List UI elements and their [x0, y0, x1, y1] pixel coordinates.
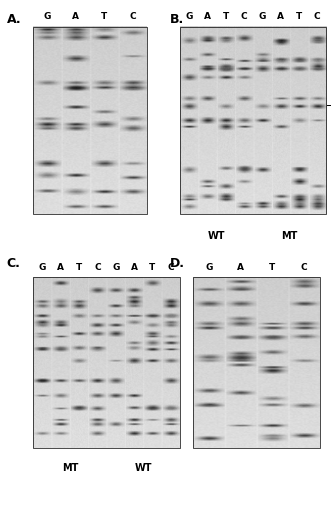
- Text: T: T: [222, 12, 229, 21]
- Bar: [33, 277, 180, 448]
- Text: A: A: [204, 12, 211, 21]
- Text: WT: WT: [208, 231, 225, 241]
- Text: C: C: [94, 263, 101, 272]
- Bar: [33, 26, 147, 214]
- Bar: [180, 26, 326, 214]
- Text: C: C: [314, 12, 320, 21]
- Text: A: A: [131, 263, 138, 272]
- Text: C: C: [167, 263, 174, 272]
- Text: G: G: [112, 263, 120, 272]
- Text: D.: D.: [170, 257, 185, 270]
- Text: A.: A.: [7, 13, 21, 26]
- Text: B.: B.: [170, 13, 184, 26]
- Text: G: G: [205, 263, 213, 272]
- Text: T: T: [76, 263, 82, 272]
- Text: G: G: [258, 12, 266, 21]
- Text: T: T: [269, 263, 275, 272]
- Text: T: T: [101, 12, 107, 21]
- Text: A: A: [277, 12, 284, 21]
- Text: G: G: [44, 12, 51, 21]
- Text: MT: MT: [281, 231, 298, 241]
- Text: C.: C.: [7, 257, 21, 270]
- Text: A: A: [72, 12, 79, 21]
- Text: WT: WT: [135, 463, 152, 473]
- Text: C: C: [241, 12, 247, 21]
- Text: C: C: [129, 12, 136, 21]
- Text: C: C: [301, 263, 307, 272]
- Text: MT: MT: [62, 463, 78, 473]
- Text: G: G: [185, 12, 193, 21]
- Text: A: A: [57, 263, 64, 272]
- Bar: [193, 277, 320, 448]
- Text: G: G: [39, 263, 46, 272]
- Text: T: T: [149, 263, 156, 272]
- Text: A: A: [237, 263, 244, 272]
- Text: T: T: [296, 12, 302, 21]
